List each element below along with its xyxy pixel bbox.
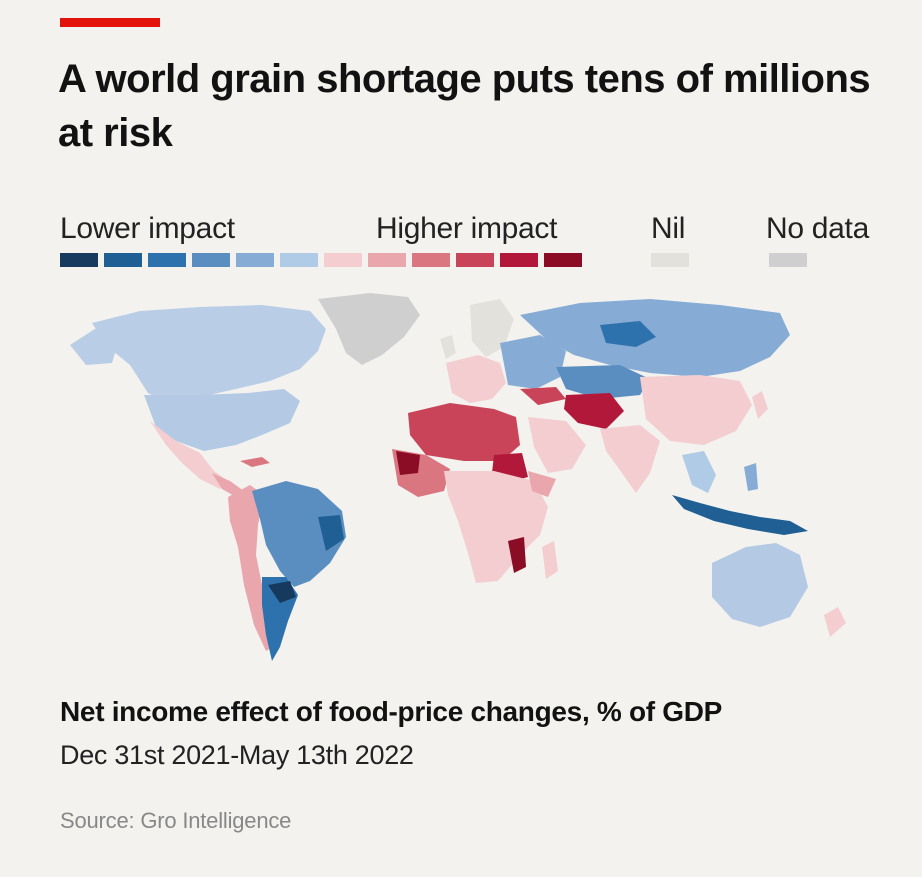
legend-no-data-swatch	[769, 253, 807, 267]
region-usa	[144, 389, 300, 451]
legend-swatch	[324, 253, 362, 267]
legend-swatch	[412, 253, 450, 267]
legend-swatch	[544, 253, 582, 267]
legend-swatch	[280, 253, 318, 267]
region-arabia	[528, 417, 586, 473]
legend-swatch	[148, 253, 186, 267]
region-russia-dark	[600, 321, 656, 347]
region-central-asia	[556, 365, 650, 399]
region-east-africa-dark	[508, 537, 526, 573]
date-range: Dec 31st 2021-May 13th 2022	[60, 740, 414, 770]
region-india	[600, 425, 660, 493]
legend-nil-swatch	[651, 253, 689, 267]
region-madagascar	[542, 541, 558, 579]
legend-swatch	[500, 253, 538, 267]
region-horn-africa	[528, 471, 556, 497]
legend-nil-label: Nil	[651, 212, 686, 245]
region-caribbean	[240, 457, 270, 467]
region-philippines	[744, 463, 758, 491]
region-se-asia	[682, 451, 716, 493]
region-central-africa	[444, 471, 548, 583]
legend-no-data-label: No data	[766, 212, 869, 245]
region-new-zealand	[824, 607, 846, 637]
region-indonesia	[672, 495, 808, 535]
region-central-america	[212, 473, 244, 497]
region-greenland	[318, 293, 420, 365]
world-map-svg	[70, 293, 846, 661]
region-paraguay	[268, 581, 296, 603]
legend-swatch	[192, 253, 230, 267]
legend-swatch	[368, 253, 406, 267]
brand-accent-bar	[60, 18, 160, 27]
source-note: Source: Gro Intelligence	[60, 808, 292, 833]
region-uk	[440, 335, 456, 359]
chart-subtitle: Net income effect of food-price changes,…	[60, 696, 723, 727]
region-japan	[752, 391, 768, 419]
region-north-africa	[408, 403, 520, 461]
legend-higher-impact-label: Higher impact	[376, 212, 558, 245]
region-russia	[520, 299, 790, 377]
region-mexico	[150, 421, 228, 489]
legend-swatch	[104, 253, 142, 267]
region-western-europe	[446, 355, 506, 403]
legend-swatch	[236, 253, 274, 267]
region-brazil	[252, 481, 346, 587]
region-alaska	[70, 327, 118, 365]
region-eastern-europe	[500, 335, 566, 389]
region-turkey	[520, 387, 566, 405]
world-map	[0, 285, 922, 680]
region-brazil-ne	[318, 515, 344, 551]
legend-swatch	[60, 253, 98, 267]
region-iran-afghan	[564, 393, 624, 429]
region-australia	[712, 543, 808, 627]
legend-lower-impact-label: Lower impact	[60, 212, 235, 245]
chart-title: A world grain shortage puts tens of mill…	[58, 57, 871, 155]
region-canada	[92, 305, 326, 403]
region-china	[640, 375, 752, 445]
region-mali	[396, 451, 420, 475]
legend-swatch	[456, 253, 494, 267]
